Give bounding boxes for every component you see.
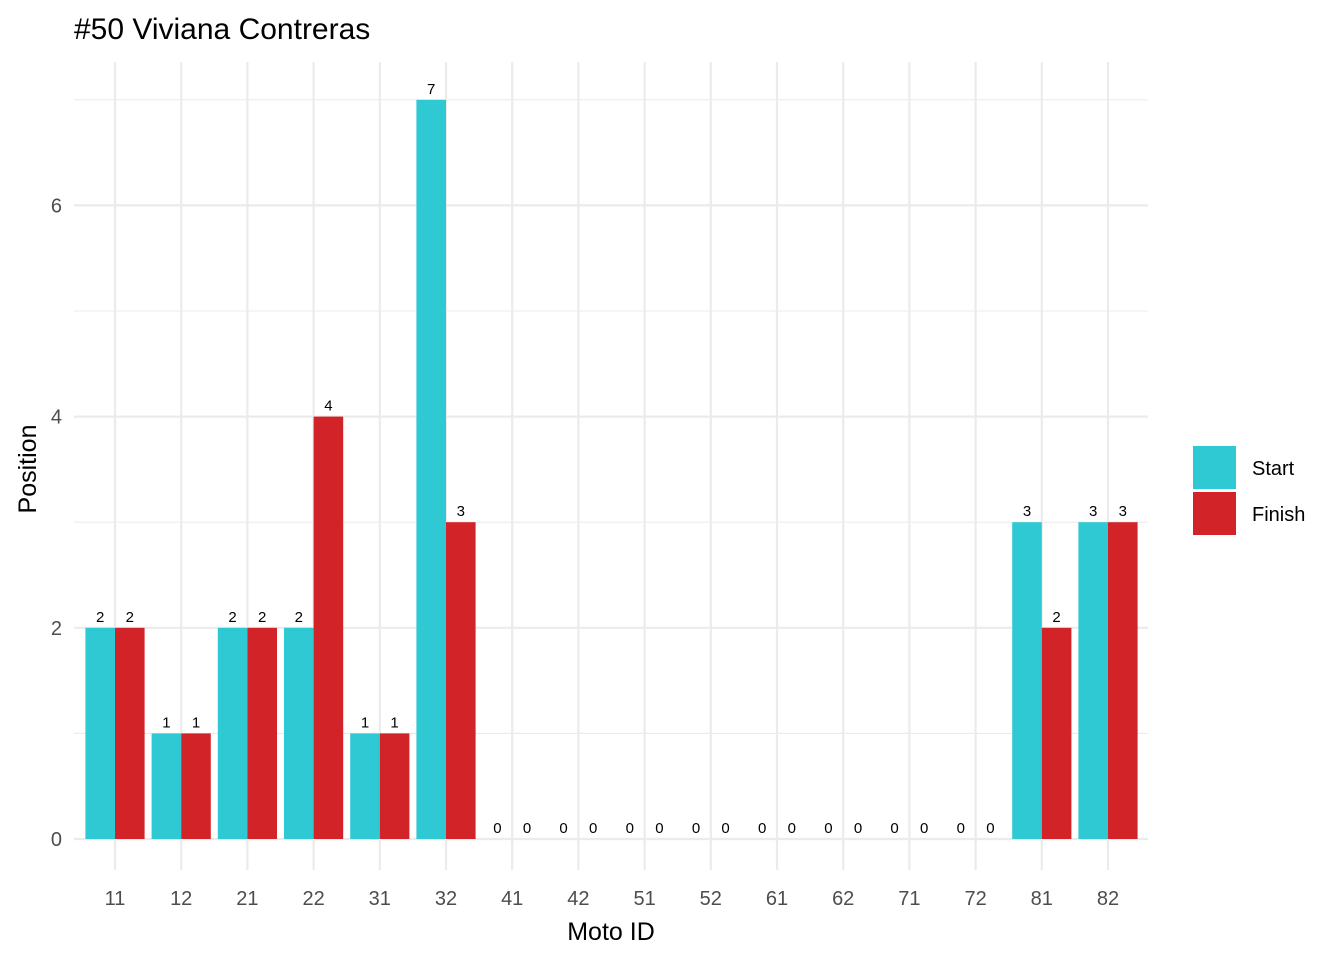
x-tick-label: 62 [832, 888, 854, 910]
chart-title: #50 Viviana Contreras [74, 13, 370, 46]
bar-label: 0 [626, 820, 634, 837]
bar-start [217, 627, 248, 839]
bar-finish [115, 627, 145, 839]
bar-label: 1 [361, 714, 369, 731]
bar-finish [313, 416, 344, 839]
x-tick-label: 41 [501, 888, 523, 910]
x-tick-label: 71 [898, 888, 920, 910]
bar-label: 0 [986, 820, 994, 837]
legend-label-finish: Finish [1252, 504, 1305, 526]
bar-label: 1 [162, 714, 170, 731]
bar-label: 0 [920, 820, 928, 837]
bar-label: 0 [589, 820, 597, 837]
x-tick-label: 21 [236, 888, 258, 910]
y-axis-title: Position [14, 425, 42, 514]
bar-label: 2 [96, 609, 104, 626]
y-tick-label: 2 [51, 618, 62, 640]
x-axis-ticks: 11 12 21 22 31 32 41 42 51 52 61 62 71 72 81 82 [105, 888, 1120, 910]
bar-label: 3 [1089, 503, 1097, 520]
bar-label: 0 [758, 820, 766, 837]
y-tick-label: 6 [51, 195, 62, 217]
bar-label: 4 [324, 398, 332, 415]
bar-start [416, 99, 446, 840]
x-tick-label: 52 [700, 888, 722, 910]
bar-label: 0 [692, 820, 700, 837]
bar-label: 0 [523, 820, 531, 837]
bar-label: 0 [559, 820, 567, 837]
bar-start [85, 627, 115, 839]
bar-start [1012, 522, 1042, 839]
bar-start [1078, 522, 1108, 839]
x-tick-label: 11 [105, 888, 126, 910]
bars [85, 99, 1138, 840]
bar-finish [446, 522, 476, 839]
bar-start [350, 733, 380, 839]
legend-label-start: Start [1252, 458, 1295, 480]
x-tick-label: 72 [964, 888, 986, 910]
bar-finish [379, 733, 410, 839]
x-tick-label: 32 [435, 888, 457, 910]
bar-start [284, 627, 314, 839]
x-tick-label: 82 [1097, 888, 1119, 910]
bar-start [151, 733, 182, 839]
x-tick-label: 61 [766, 888, 788, 910]
x-tick-label: 31 [369, 888, 391, 910]
legend-key-finish [1193, 492, 1236, 535]
bar-label: 2 [295, 609, 303, 626]
bar-label: 3 [1119, 503, 1127, 520]
x-tick-label: 51 [633, 888, 655, 910]
y-axis-ticks: 0 2 4 6 [51, 195, 62, 851]
x-tick-label: 42 [567, 888, 589, 910]
bar-label: 1 [390, 714, 398, 731]
x-axis-title: Moto ID [567, 918, 655, 946]
legend: Start Finish [1193, 446, 1305, 535]
bar-finish [1041, 627, 1072, 839]
legend-key-start [1193, 446, 1236, 489]
bar-label: 0 [788, 820, 796, 837]
bar-finish [181, 733, 211, 839]
bar-label: 0 [493, 820, 501, 837]
bar-label: 0 [655, 820, 663, 837]
bar-label: 0 [957, 820, 965, 837]
bar-label: 0 [824, 820, 832, 837]
bar-label: 7 [427, 81, 435, 98]
x-tick-label: 81 [1031, 888, 1053, 910]
bar-label: 3 [457, 503, 465, 520]
bar-label: 2 [126, 609, 134, 626]
bar-label: 0 [721, 820, 729, 837]
x-tick-label: 12 [170, 888, 192, 910]
bar-label: 2 [228, 609, 236, 626]
y-tick-label: 0 [51, 829, 62, 851]
x-tick-label: 22 [302, 888, 324, 910]
bar-label: 0 [890, 820, 898, 837]
bar-label: 2 [1052, 609, 1060, 626]
bar-finish [247, 627, 277, 839]
bar-label: 0 [854, 820, 862, 837]
bar-label: 2 [258, 609, 266, 626]
bar-label: 1 [192, 714, 200, 731]
bar-finish [1108, 522, 1138, 839]
y-tick-label: 4 [51, 407, 62, 429]
bar-label: 3 [1023, 503, 1031, 520]
